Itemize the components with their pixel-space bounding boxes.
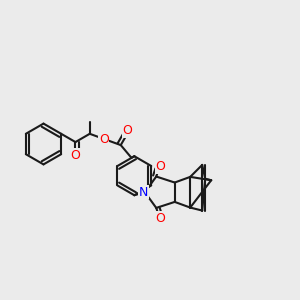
Text: O: O — [155, 160, 165, 173]
Text: O: O — [99, 133, 109, 146]
Text: O: O — [155, 212, 165, 225]
Text: O: O — [122, 124, 132, 137]
Text: N: N — [139, 186, 148, 199]
Text: O: O — [70, 149, 80, 162]
